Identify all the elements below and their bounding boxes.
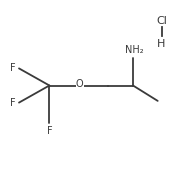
Text: O: O [76, 79, 84, 89]
Text: F: F [10, 63, 16, 73]
Text: NH₂: NH₂ [125, 45, 143, 55]
Text: F: F [10, 98, 16, 108]
Text: H: H [157, 40, 166, 49]
Text: Cl: Cl [156, 16, 167, 25]
Text: F: F [47, 126, 52, 136]
